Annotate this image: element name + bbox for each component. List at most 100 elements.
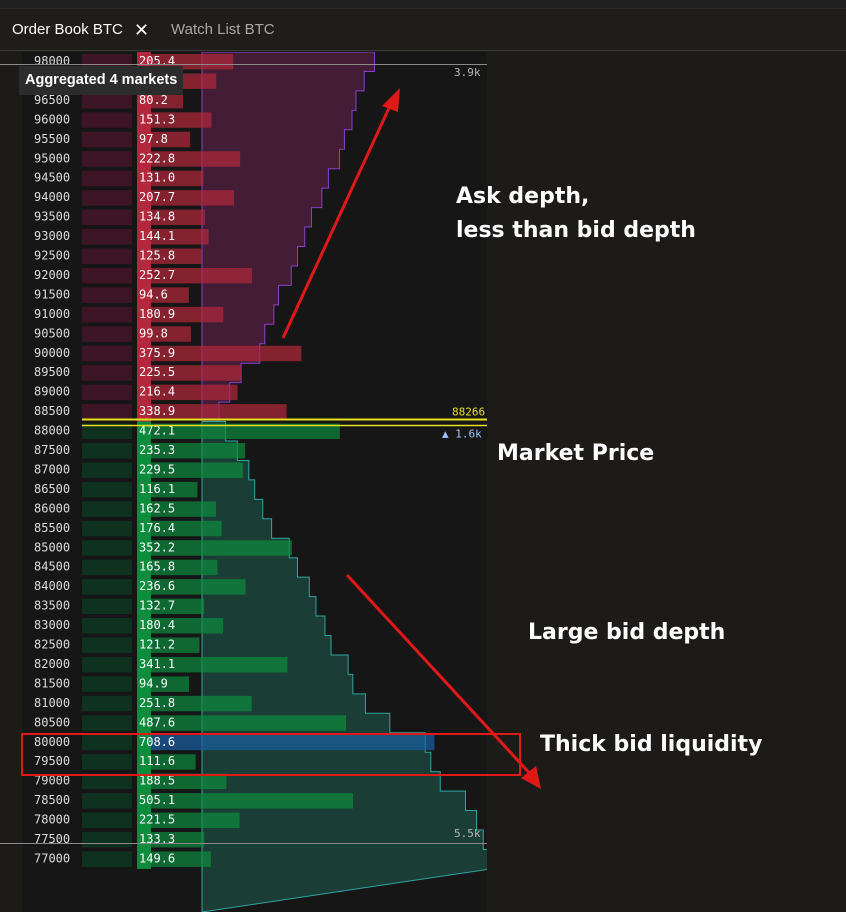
price-level[interactable]: 78500: [34, 793, 70, 807]
aggregate-cell: [82, 520, 132, 537]
ask-volume-bar: [151, 131, 191, 148]
aggregate-cell: [82, 248, 132, 264]
quantity-value: 99.8: [139, 326, 168, 340]
price-level[interactable]: 84000: [34, 579, 70, 593]
aggregate-cell: [82, 656, 132, 673]
close-icon[interactable]: ✕: [134, 20, 150, 40]
bid-volume-bar: [151, 423, 340, 439]
price-level[interactable]: 80000: [34, 735, 70, 749]
market-price-value: 88266: [452, 406, 485, 419]
annotation-large-bid-depth: Large bid depth: [528, 620, 726, 645]
price-level[interactable]: 77000: [34, 851, 70, 865]
price-level[interactable]: 93000: [34, 229, 70, 243]
price-level[interactable]: 82500: [34, 638, 70, 652]
quantity-value: 472.1: [139, 424, 175, 438]
order-book-ladder: 98000205.497000163.19650080.296000151.39…: [22, 52, 487, 912]
quantity-value: 149.6: [139, 851, 175, 865]
ask-volume-bar: [151, 345, 302, 362]
price-level[interactable]: 89000: [34, 385, 70, 399]
ask-column-bar: [137, 52, 151, 422]
bid-volume-bar: [151, 540, 292, 556]
price-level[interactable]: 79500: [34, 754, 70, 768]
price-level[interactable]: 89500: [34, 365, 70, 379]
bid-volume-bar: [151, 793, 354, 809]
tab-order-book[interactable]: Order Book BTC: [12, 21, 123, 38]
price-level[interactable]: 81500: [34, 676, 70, 690]
price-level[interactable]: 90500: [34, 326, 70, 340]
price-level[interactable]: 91500: [34, 287, 70, 301]
aggregate-cell: [82, 287, 132, 303]
quantity-value: 125.8: [139, 249, 175, 263]
aggregate-cell: [82, 267, 132, 284]
price-level[interactable]: 96000: [34, 112, 70, 126]
quantity-value: 180.9: [139, 307, 175, 321]
price-level[interactable]: 79000: [34, 774, 70, 788]
price-level[interactable]: 91000: [34, 307, 70, 321]
bid-volume-bar: [151, 462, 243, 478]
bid-volume-bar: [151, 656, 288, 673]
market-price-sub: ▲ 1.6k: [442, 428, 482, 441]
quantity-value: 207.7: [139, 190, 175, 204]
price-level[interactable]: 86500: [34, 482, 70, 496]
price-level[interactable]: 94500: [34, 171, 70, 185]
bid-arrow-head: [521, 766, 541, 789]
ask-arrow-line: [281, 94, 397, 339]
price-level[interactable]: 87500: [34, 443, 70, 457]
price-level[interactable]: 95500: [34, 132, 70, 146]
ask-volume-bar: [151, 365, 242, 381]
aggregate-cell: [82, 540, 132, 556]
price-level[interactable]: 92500: [34, 249, 70, 263]
price-level[interactable]: 90000: [34, 346, 70, 360]
price-level[interactable]: 81000: [34, 696, 70, 710]
aggregate-cell: [82, 209, 132, 226]
price-level[interactable]: 78000: [34, 813, 70, 827]
aggregate-cell: [82, 715, 132, 731]
price-level[interactable]: 95000: [34, 151, 70, 165]
price-level[interactable]: 92000: [34, 268, 70, 282]
quantity-value: 216.4: [139, 385, 175, 399]
price-level[interactable]: 93500: [34, 210, 70, 224]
price-level[interactable]: 83500: [34, 599, 70, 613]
quantity-value: 375.9: [139, 346, 175, 360]
price-level[interactable]: 86000: [34, 501, 70, 515]
aggregate-cell: [82, 598, 132, 615]
price-level[interactable]: 88500: [34, 404, 70, 418]
bid-volume-bar: [151, 559, 218, 576]
price-level[interactable]: 88000: [34, 424, 70, 438]
ask-volume-bar: [151, 404, 287, 420]
bid-volume-bar: [151, 501, 216, 517]
aggregate-cell: [82, 112, 132, 128]
quantity-value: 176.4: [139, 521, 175, 535]
quantity-value: 80.2: [139, 93, 168, 107]
ask-volume-bar: [151, 151, 241, 167]
annotation-market-price: Market Price: [497, 441, 655, 466]
price-level[interactable]: 96500: [34, 93, 70, 107]
quantity-value: 236.6: [139, 579, 175, 593]
quantity-value: 180.4: [139, 618, 175, 632]
bid-cumulative-label: 5.5k: [454, 827, 481, 840]
price-level[interactable]: 87000: [34, 462, 70, 476]
quantity-value: 225.5: [139, 365, 175, 379]
bid-cumulative-line: [0, 843, 487, 844]
ask-volume-bar: [151, 209, 205, 226]
bid-volume-bar: [151, 618, 224, 634]
price-level[interactable]: 84500: [34, 560, 70, 574]
bid-volume-bar: [151, 812, 240, 828]
aggregate-cell: [82, 151, 132, 167]
quantity-value: 221.5: [139, 813, 175, 827]
price-level[interactable]: 82000: [34, 657, 70, 671]
price-level[interactable]: 85000: [34, 540, 70, 554]
ask-arrow-head: [382, 88, 400, 112]
tab-watch-list[interactable]: Watch List BTC: [171, 21, 275, 38]
price-level[interactable]: 94000: [34, 190, 70, 204]
price-level[interactable]: 77500: [34, 832, 70, 846]
aggregate-cell: [82, 190, 132, 206]
price-level[interactable]: 80500: [34, 715, 70, 729]
price-level[interactable]: 85500: [34, 521, 70, 535]
aggregate-cell: [82, 637, 132, 653]
bid-volume-bar: [151, 754, 196, 770]
price-level[interactable]: 83000: [34, 618, 70, 632]
window-top-bar: [0, 0, 846, 9]
quantity-value: 338.9: [139, 404, 175, 418]
